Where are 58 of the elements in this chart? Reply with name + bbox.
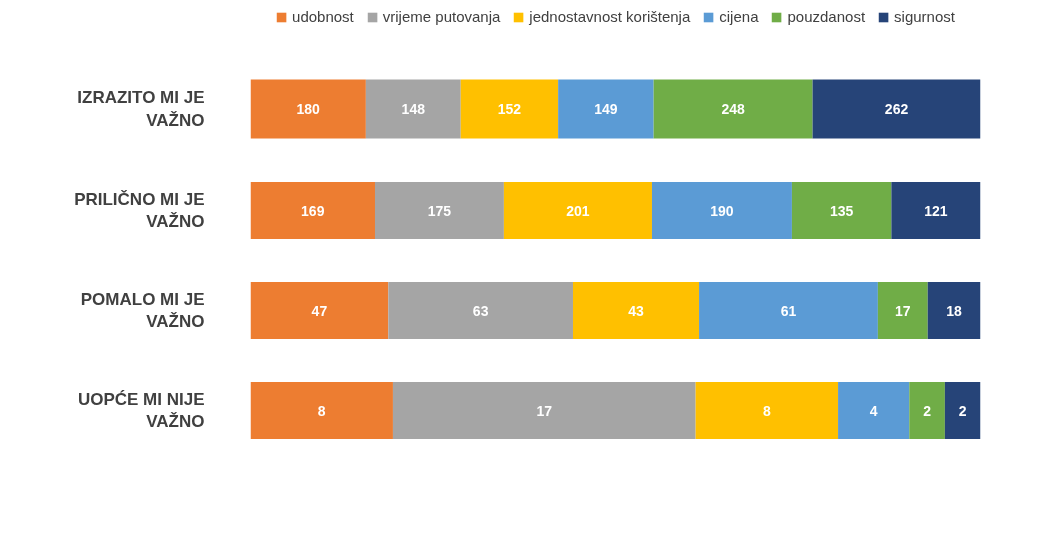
data-label: 169 xyxy=(301,202,325,219)
bar xyxy=(572,281,700,340)
data-label: 180 xyxy=(296,101,321,117)
y-tick-label: PRILIČNO MI JE VAŽNO xyxy=(74,189,205,232)
bar xyxy=(791,181,892,240)
data-label: 8 xyxy=(762,402,771,419)
legend-label: sigurnost xyxy=(894,8,955,25)
bar xyxy=(651,181,792,240)
y-tick-label: UOPĆE MI NIJE VAŽNO xyxy=(77,389,205,432)
data-label: 262 xyxy=(884,101,909,117)
y-tick-label: IZRAZITO MI JE VAŽNO xyxy=(77,88,205,130)
bar xyxy=(944,381,981,440)
bar xyxy=(250,381,393,440)
data-label: 2 xyxy=(958,402,967,419)
data-label: 248 xyxy=(721,101,745,117)
data-label: 18 xyxy=(946,302,963,319)
data-label: 43 xyxy=(628,302,645,319)
data-label: 2 xyxy=(923,402,932,419)
data-label: 175 xyxy=(427,202,452,219)
data-label: 190 xyxy=(710,202,734,219)
data-label: 63 xyxy=(472,302,489,319)
bar xyxy=(250,181,375,240)
bar xyxy=(374,181,504,240)
bar xyxy=(250,79,366,139)
data-label: 149 xyxy=(594,101,618,117)
bar xyxy=(699,281,878,340)
bar xyxy=(838,381,910,440)
bar xyxy=(812,79,981,139)
data-label: 121 xyxy=(924,202,948,219)
data-label: 17 xyxy=(895,302,911,319)
data-label: 4 xyxy=(869,402,878,419)
bar xyxy=(653,79,813,139)
y-tick-label: POMALO MI JE VAŽNO xyxy=(80,289,205,332)
bar xyxy=(392,381,696,440)
bar xyxy=(927,281,981,340)
bar xyxy=(891,181,981,240)
data-label: 135 xyxy=(829,202,854,219)
bar xyxy=(388,281,573,340)
data-label: 148 xyxy=(401,101,426,117)
legend-label: vrijeme putovanja xyxy=(382,8,501,25)
legend-label: udobnost xyxy=(292,8,354,25)
legend-label: cijena xyxy=(719,8,759,25)
legend-label: jednostavnost korištenja xyxy=(529,8,691,25)
data-label: 8 xyxy=(317,402,326,419)
bar xyxy=(503,181,652,240)
bar xyxy=(909,381,945,440)
bar xyxy=(250,281,389,340)
bar xyxy=(558,79,654,139)
data-label: 17 xyxy=(536,402,553,419)
bar xyxy=(365,79,461,139)
data-label: 47 xyxy=(311,302,328,319)
legend-label: pouzdanost xyxy=(787,8,866,25)
data-label: 61 xyxy=(780,302,797,319)
bar xyxy=(460,79,559,139)
data-label: 152 xyxy=(497,101,522,117)
bar xyxy=(695,381,839,440)
bar xyxy=(877,281,928,340)
data-label: 201 xyxy=(566,202,590,219)
